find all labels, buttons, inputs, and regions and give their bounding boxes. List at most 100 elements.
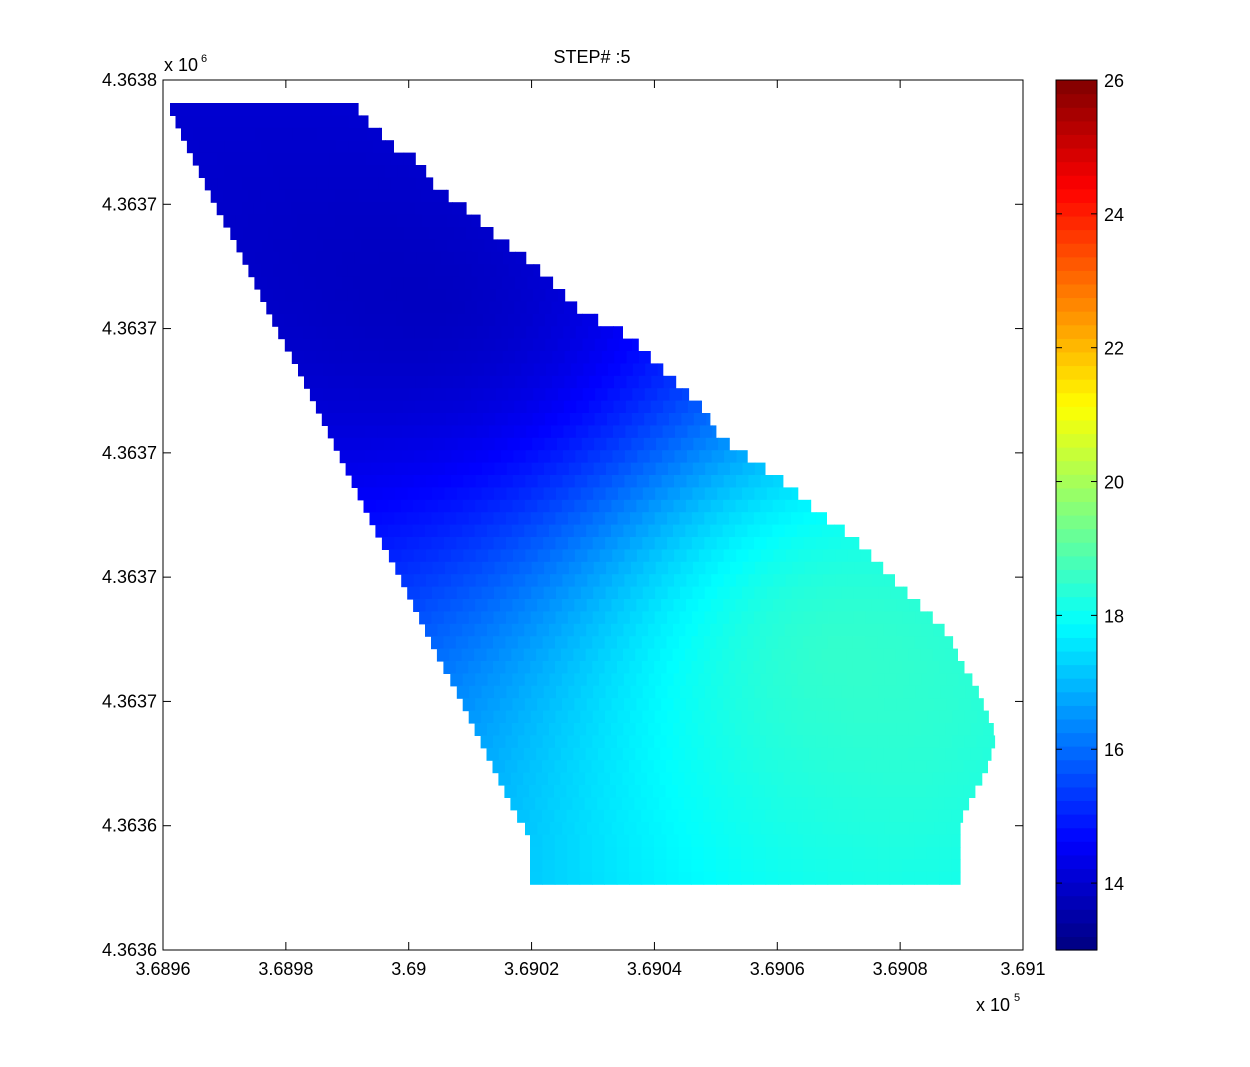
- heatmap-cell: [859, 623, 872, 637]
- heatmap-cell: [218, 127, 232, 141]
- heatmap-cell: [242, 227, 256, 240]
- heatmap-cell: [508, 363, 522, 377]
- heatmap-cell: [248, 214, 262, 228]
- heatmap-cell: [635, 648, 649, 662]
- heatmap-cell: [636, 698, 650, 712]
- heatmap-cell: [920, 772, 933, 786]
- colorbar-segment: [1056, 501, 1097, 516]
- heatmap-cell: [605, 710, 619, 724]
- heatmap-cell: [920, 648, 934, 662]
- heatmap-cell: [729, 685, 743, 699]
- heatmap-cell: [802, 809, 816, 823]
- heatmap-cell: [760, 549, 774, 563]
- heatmap-cell: [450, 475, 464, 488]
- heatmap-cell: [641, 636, 655, 650]
- heatmap-cell: [322, 338, 335, 352]
- heatmap-cell: [605, 685, 619, 699]
- heatmap-cell: [394, 537, 408, 550]
- heatmap-cell: [834, 698, 848, 712]
- heatmap-cell: [378, 177, 392, 191]
- heatmap-cell: [828, 710, 842, 724]
- heatmap-cell: [697, 623, 711, 637]
- heatmap-cell: [623, 499, 637, 513]
- heatmap-cell: [877, 859, 891, 873]
- heatmap-cell: [790, 847, 804, 860]
- heatmap-cell: [620, 363, 634, 377]
- heatmap-cell: [329, 152, 343, 166]
- heatmap-cell: [567, 611, 581, 625]
- heatmap-cell: [588, 400, 602, 414]
- heatmap-cell: [644, 388, 658, 402]
- heatmap-cell: [402, 202, 416, 216]
- heatmap-cell: [567, 735, 581, 749]
- heatmap-cell: [827, 871, 841, 885]
- colorbar-segment: [1056, 433, 1097, 448]
- heatmap-cell: [810, 574, 824, 588]
- heatmap-cell: [605, 611, 619, 625]
- heatmap-cell: [519, 462, 533, 476]
- heatmap-cell: [446, 363, 460, 377]
- heatmap-cell: [530, 859, 543, 873]
- heatmap-cell: [433, 338, 447, 352]
- heatmap-cell: [697, 747, 711, 761]
- heatmap-cell: [685, 599, 699, 612]
- heatmap-cell: [698, 475, 712, 488]
- heatmap-cell: [576, 375, 590, 389]
- heatmap-cell: [340, 202, 354, 216]
- heatmap-cell: [741, 611, 755, 625]
- heatmap-cell: [462, 524, 476, 538]
- heatmap-cell: [853, 710, 867, 724]
- heatmap-cell: [939, 859, 953, 873]
- heatmap-cell: [419, 537, 433, 550]
- heatmap-cell: [852, 735, 866, 749]
- heatmap-cell: [636, 673, 650, 687]
- heatmap-cell: [641, 735, 655, 749]
- heatmap-cell: [440, 351, 454, 364]
- heatmap-cell: [654, 859, 667, 873]
- heatmap-cell: [353, 177, 367, 191]
- heatmap-cell: [537, 574, 551, 588]
- heatmap-cell: [379, 127, 382, 141]
- heatmap-cell: [468, 512, 482, 526]
- heatmap-cell: [366, 251, 380, 265]
- heatmap-cell: [594, 413, 608, 426]
- heatmap-cell: [857, 797, 871, 811]
- heatmap-cell: [741, 710, 755, 724]
- heatmap-cell: [538, 450, 552, 464]
- heatmap-cell: [341, 177, 355, 191]
- heatmap-cell: [468, 710, 482, 724]
- heatmap-cell: [983, 723, 994, 736]
- heatmap-cell: [396, 338, 410, 352]
- heatmap-cell: [728, 871, 742, 885]
- heatmap-cell: [680, 437, 694, 451]
- heatmap-cell: [516, 785, 530, 798]
- heatmap-cell: [742, 586, 755, 600]
- heatmap-cell: [890, 586, 904, 600]
- heatmap-cell: [532, 413, 546, 426]
- heatmap-cell: [431, 611, 445, 625]
- heatmap-cell: [822, 574, 836, 588]
- heatmap-cell: [492, 760, 506, 774]
- heatmap-cell: [539, 301, 553, 315]
- heatmap-cell: [760, 574, 774, 588]
- heatmap-cell: [681, 413, 695, 426]
- heatmap-cell: [452, 301, 466, 315]
- heatmap-cell: [322, 289, 336, 302]
- heatmap-cell: [835, 549, 849, 563]
- heatmap-cell: [616, 809, 630, 823]
- heatmap-cell: [636, 822, 650, 836]
- heatmap-cell: [394, 512, 408, 526]
- heatmap-cell: [539, 276, 553, 290]
- heatmap-cell: [524, 524, 538, 538]
- heatmap-cell: [360, 165, 373, 178]
- heatmap-cell: [493, 735, 506, 749]
- heatmap-cell: [310, 214, 324, 228]
- heatmap-cell: [511, 723, 525, 736]
- heatmap-cell: [641, 834, 655, 848]
- heatmap-cell: [616, 760, 630, 774]
- heatmap-cell: [851, 785, 865, 798]
- heatmap-cell: [334, 313, 348, 327]
- heatmap-cell: [187, 115, 201, 129]
- heatmap-cell: [735, 698, 749, 712]
- x-exponent-label: x 10 5: [976, 992, 1020, 1015]
